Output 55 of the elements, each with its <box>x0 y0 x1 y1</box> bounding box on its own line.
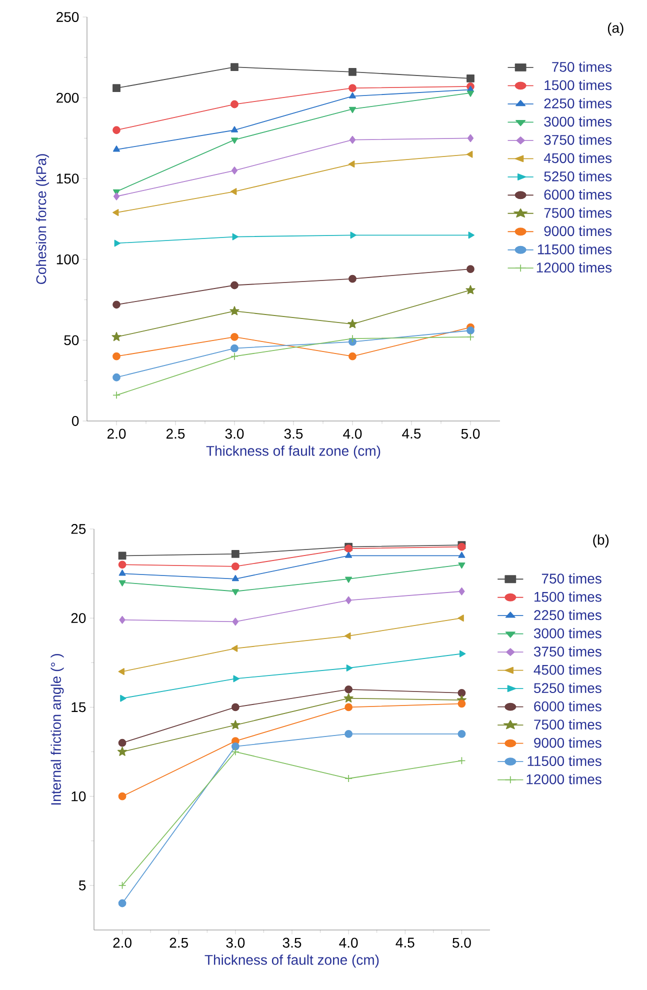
y-tick-label: 200 <box>56 92 79 103</box>
x-tick-label: 2.0 <box>107 428 126 439</box>
y-tick-label: 5 <box>78 880 86 890</box>
x-axis-title: Thickness of fault zone (cm) <box>204 954 379 968</box>
legend-label: 7500 times <box>534 719 602 730</box>
y-tick-label: 150 <box>56 174 79 184</box>
legend-label: 4500 times <box>544 152 612 164</box>
text: (b) <box>593 534 609 548</box>
legend-label: 9000 times <box>534 737 602 748</box>
x-tick-label: 4.0 <box>343 428 362 439</box>
legend-label: 6000 times <box>534 701 602 712</box>
legend-label: 2250 times <box>534 610 602 620</box>
x-tick-label: 3.0 <box>225 428 244 439</box>
legend-label: 12000 times <box>536 262 612 273</box>
x-tick-label: 4.5 <box>402 428 421 439</box>
legend-label: 11500 times <box>538 244 612 254</box>
x-tick-label: 2.5 <box>170 938 188 948</box>
y-tick-label: 250 <box>56 12 79 22</box>
x-tick-label: 2.0 <box>113 938 132 948</box>
y-tick-label: 10 <box>72 791 86 802</box>
legend-label: 7500 times <box>544 208 612 218</box>
x-tick-label: 3.5 <box>284 428 303 439</box>
legend-label: 5250 times <box>534 682 602 694</box>
legend-label: 750 times <box>552 62 612 72</box>
legend-label: 11500 times <box>528 756 602 766</box>
x-tick-label: 4.5 <box>396 938 414 948</box>
y-axis-title: Internal friction angle (° ) <box>50 654 64 805</box>
legend-label: 3000 times <box>544 116 612 127</box>
legend-label: 3750 times <box>534 646 602 657</box>
text: (a) <box>608 22 624 36</box>
legend-label: 9000 times <box>544 226 612 236</box>
legend-label: 5250 times <box>544 171 612 182</box>
x-tick-label: 5.0 <box>461 428 480 439</box>
legend-label: 3750 times <box>544 134 612 145</box>
y-tick-label: 0 <box>72 416 79 426</box>
x-tick-label: 3.5 <box>282 938 302 948</box>
y-tick-label: 25 <box>71 524 86 534</box>
x-tick-label: 3.0 <box>226 938 245 948</box>
x-axis-title: Thickness of fault zone (cm) <box>206 446 380 459</box>
legend-label: 1500 times <box>534 592 602 602</box>
legend-label: 6000 times <box>544 189 612 200</box>
y-tick-label: 100 <box>56 254 79 264</box>
x-tick-label: 2.5 <box>166 428 185 439</box>
y-tick-label: 50 <box>64 335 79 346</box>
legend-label: 1500 times <box>544 80 612 90</box>
legend-label: 2250 times <box>544 98 612 108</box>
legend-label: 3000 times <box>534 628 602 638</box>
y-tick-label: 15 <box>72 702 86 712</box>
legend-label: 750 times <box>542 573 602 584</box>
x-tick-label: 5.0 <box>452 938 471 948</box>
y-tick-label: 20 <box>71 613 86 624</box>
y-axis-title: Cohesion force (kPa) <box>36 154 49 284</box>
legend-label: 12000 times <box>526 774 602 784</box>
legend-label: 4500 times <box>534 664 602 675</box>
x-tick-label: 4.0 <box>339 938 358 948</box>
